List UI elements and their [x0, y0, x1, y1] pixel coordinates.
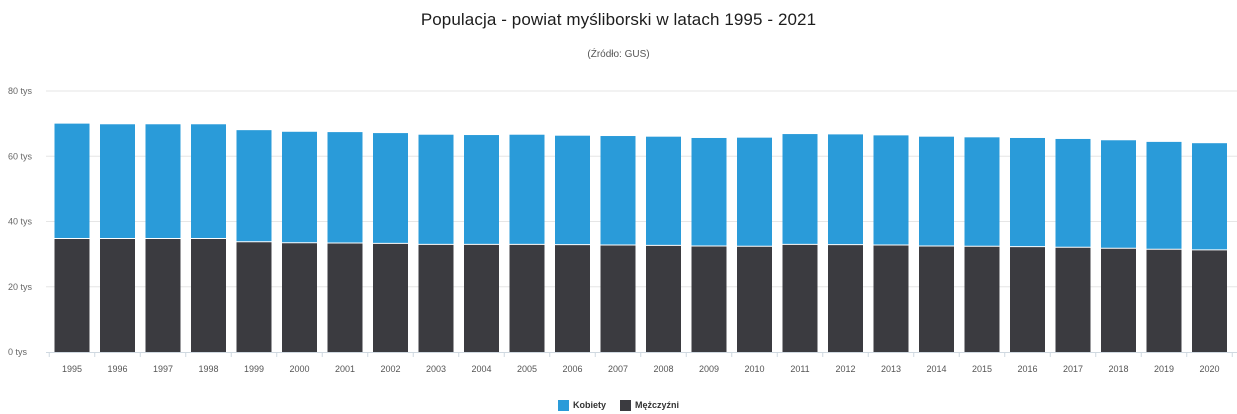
- bar-mezczyzni-2009: [691, 245, 727, 352]
- bar-kobiety-2013: [873, 135, 909, 245]
- legend-label-mezczyzni: Mężczyźni: [635, 400, 680, 410]
- chart-menu-icon[interactable]: ⋮: [1231, 20, 1237, 34]
- bar-mezczyzni-2002: [373, 243, 408, 352]
- bar-kobiety-2007: [600, 136, 636, 245]
- bar-mezczyzni-2015: [964, 246, 1000, 352]
- x-tick-label-2013: 2013: [881, 364, 901, 374]
- x-tick-label-2004: 2004: [471, 364, 491, 374]
- bar-kobiety-2015: [964, 137, 1000, 247]
- x-tick-label-1996: 1996: [107, 364, 127, 374]
- legend-label-kobiety: Kobiety: [572, 400, 606, 410]
- x-tick-label-2005: 2005: [517, 364, 537, 374]
- bar-mezczyzni-2008: [646, 245, 681, 352]
- bar-kobiety-1998: [191, 124, 226, 239]
- bar-kobiety-2014: [919, 136, 954, 246]
- y-tick-label-2: 40 tys: [8, 217, 33, 227]
- bar-mezczyzni-2010: [737, 246, 772, 352]
- chart-plot: 0 tys 20 tys 40 tys 60 tys 80 tys 1995 1996 199…: [8, 86, 1237, 374]
- bar-mezczyzni-1997: [145, 238, 181, 352]
- x-tick-label-2000: 2000: [289, 364, 309, 374]
- bar-kobiety-2017: [1055, 138, 1091, 248]
- x-tick-label-2011: 2011: [790, 364, 809, 374]
- bar-kobiety-2019: [1146, 141, 1182, 250]
- bar-mezczyzni-1999: [236, 241, 272, 352]
- legend-item-kobiety[interactable]: Kobiety: [557, 399, 606, 411]
- x-tick-label-2003: 2003: [426, 364, 446, 374]
- x-tick-label-2018: 2018: [1108, 364, 1128, 374]
- bar-kobiety-2020: [1192, 143, 1227, 250]
- x-tick-label-2008: 2008: [653, 364, 673, 374]
- x-tick-label-1995: 1995: [62, 364, 82, 374]
- x-tick-label-2001: 2001: [335, 364, 355, 374]
- bar-kobiety-1996: [100, 124, 135, 239]
- x-tick-label-2015: 2015: [972, 364, 992, 374]
- bar-mezczyzni-2000: [282, 242, 317, 352]
- bar-kobiety-1999: [236, 130, 272, 242]
- bar-kobiety-1997: [145, 124, 181, 239]
- bar-kobiety-2011: [782, 134, 818, 245]
- x-tick-label-2006: 2006: [562, 364, 582, 374]
- bar-kobiety-2003: [418, 134, 454, 245]
- x-tick-label-2010: 2010: [744, 364, 764, 374]
- y-tick-label-1: 20 tys: [8, 282, 33, 292]
- bar-kobiety-2008: [646, 136, 681, 246]
- x-tick-label-2016: 2016: [1017, 364, 1037, 374]
- bar-mezczyzni-1996: [100, 238, 135, 352]
- legend-swatch-kobiety: [557, 399, 569, 411]
- bar-kobiety-2012: [828, 134, 863, 245]
- bar-mezczyzni-2005: [509, 244, 545, 352]
- bar-kobiety-2010: [737, 137, 772, 247]
- bar-mezczyzni-2003: [418, 244, 454, 352]
- bar-kobiety-2001: [327, 132, 363, 244]
- x-tick-label-2007: 2007: [608, 364, 628, 374]
- bar-mezczyzni-2013: [873, 244, 909, 352]
- x-tick-label-2019: 2019: [1154, 364, 1174, 374]
- bar-mezczyzni-2020: [1192, 249, 1227, 352]
- bar-mezczyzni-2007: [600, 244, 636, 352]
- bar-mezczyzni-2004: [464, 244, 499, 352]
- bar-mezczyzni-2006: [555, 244, 590, 352]
- y-tick-label-3: 60 tys: [8, 151, 33, 161]
- y-tick-label-4: 80 tys: [8, 86, 33, 96]
- chart-subtitle: (Źródło: GUS): [587, 49, 650, 60]
- bar-mezczyzni-2014: [919, 245, 954, 352]
- bar-kobiety-2002: [373, 133, 408, 244]
- x-tick-label-2014: 2014: [926, 364, 946, 374]
- x-tick-label-2012: 2012: [835, 364, 855, 374]
- bar-mezczyzni-1995: [54, 238, 90, 352]
- bar-kobiety-2004: [464, 135, 499, 245]
- bar-mezczyzni-2012: [828, 244, 863, 352]
- bar-kobiety-2005: [509, 134, 545, 245]
- bar-kobiety-2000: [282, 131, 317, 243]
- x-tick-label-2002: 2002: [380, 364, 400, 374]
- bar-mezczyzni-2019: [1146, 249, 1182, 352]
- bar-kobiety-2016: [1010, 137, 1045, 247]
- bar-mezczyzni-2001: [327, 243, 363, 352]
- chart-legend: Kobiety Mężczyźni: [0, 398, 1237, 412]
- bar-kobiety-2018: [1101, 140, 1136, 249]
- bar-kobiety-1995: [54, 123, 90, 239]
- x-tick-label-1997: 1997: [153, 364, 173, 374]
- x-tick-label-2017: 2017: [1063, 364, 1083, 374]
- y-tick-label-0: 0 tys: [8, 347, 28, 357]
- legend-item-mezczyzni[interactable]: Mężczyźni: [620, 399, 680, 411]
- chart-title: Populacja - powiat myśliborski w latach …: [420, 10, 817, 29]
- x-tick-label-2009: 2009: [699, 364, 719, 374]
- bar-mezczyzni-2016: [1010, 246, 1045, 352]
- x-tick-label-1999: 1999: [244, 364, 264, 374]
- bar-mezczyzni-1998: [191, 238, 226, 352]
- bar-kobiety-2009: [691, 137, 727, 246]
- bar-mezczyzni-2017: [1055, 247, 1091, 352]
- bar-kobiety-2006: [555, 135, 590, 245]
- legend-swatch-mezczyzni: [620, 399, 631, 411]
- x-tick-label-1998: 1998: [198, 364, 218, 374]
- bar-mezczyzni-2018: [1101, 248, 1136, 352]
- x-tick-label-2020: 2020: [1199, 364, 1219, 374]
- bar-mezczyzni-2011: [782, 244, 818, 352]
